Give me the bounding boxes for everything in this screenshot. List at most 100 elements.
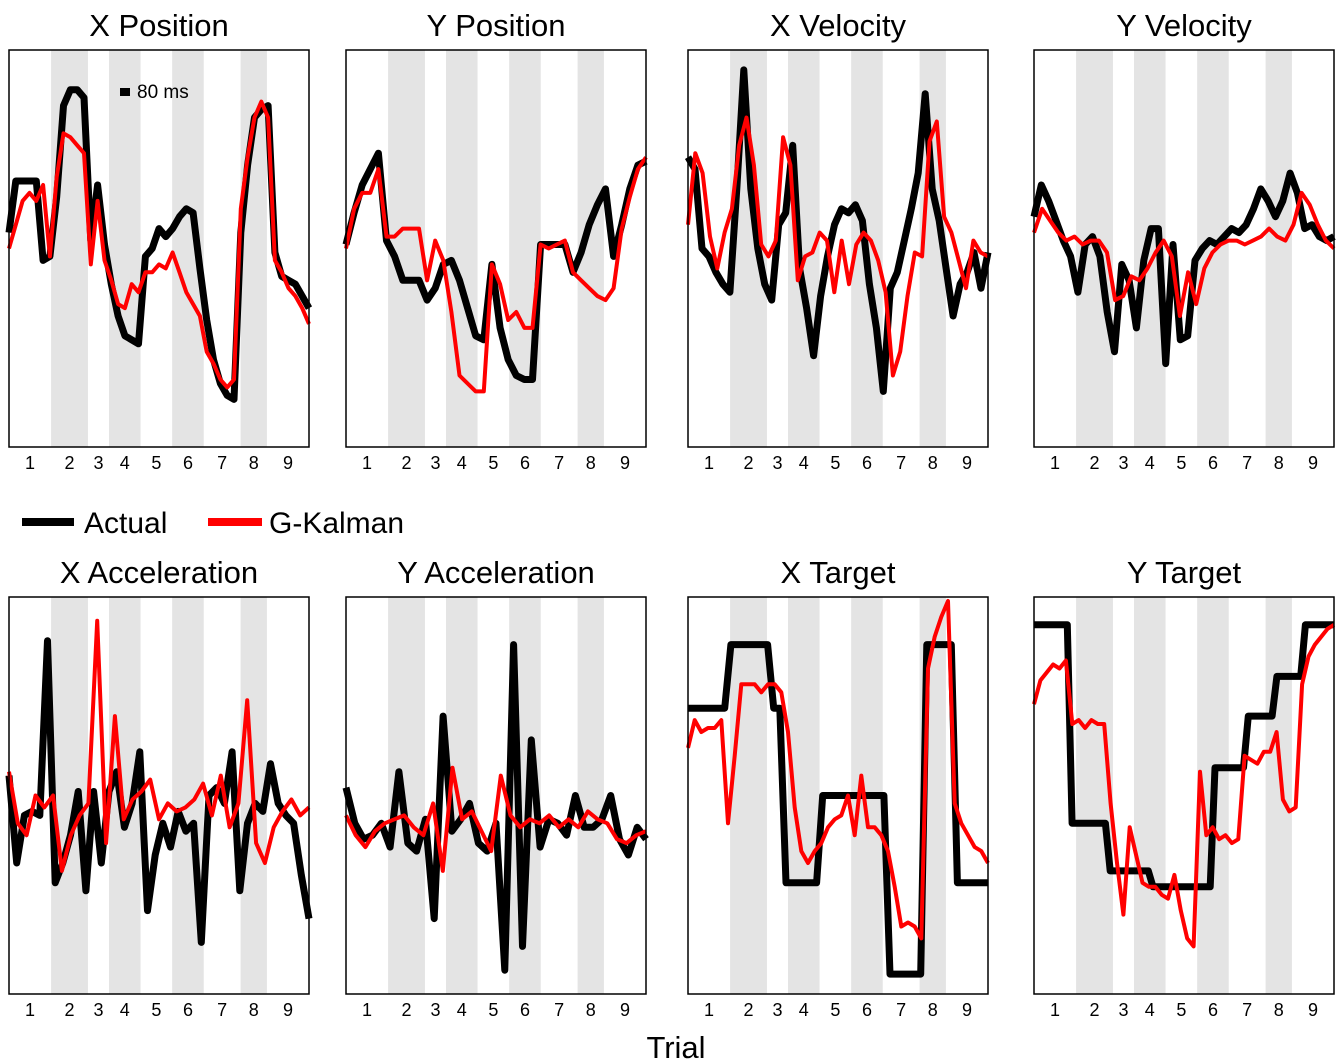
panel-x-position: X Position 1 2 3 4 5 6 7 8 9 <box>5 8 313 473</box>
trial-tick-label: 1 <box>362 453 372 473</box>
trial-tick-label: 5 <box>1176 1000 1186 1020</box>
trial-band <box>1265 597 1292 994</box>
series-line-g-kalman <box>686 599 990 941</box>
trial-band <box>730 597 767 994</box>
trial-tick-label: 7 <box>896 1000 906 1020</box>
panel-title: Y Acceleration <box>397 555 595 590</box>
trial-tick-label: 5 <box>488 1000 498 1020</box>
trial-tick-label: 2 <box>65 1000 75 1020</box>
trial-band <box>109 50 141 447</box>
x-axis-label: Trial <box>646 1030 705 1063</box>
trial-tick-label: 4 <box>457 1000 467 1020</box>
trial-tick-label: 3 <box>430 453 440 473</box>
trial-tick-label: 3 <box>430 1000 440 1020</box>
trial-tick-label: 5 <box>151 453 161 473</box>
trial-tick-label: 9 <box>283 1000 293 1020</box>
trial-tick-label: 1 <box>1050 453 1060 473</box>
series-line-g-kalman <box>1032 623 1336 949</box>
trial-tick-label: 8 <box>586 1000 596 1020</box>
panel-frame <box>1033 596 1335 995</box>
trial-tick-label: 2 <box>402 453 412 473</box>
trial-tick-label: 2 <box>65 453 75 473</box>
trial-tick-label: 5 <box>830 453 840 473</box>
trial-tick-label: 1 <box>1050 1000 1060 1020</box>
series-line-actual <box>1030 169 1336 368</box>
trial-tick-label: 1 <box>362 1000 372 1020</box>
trial-tick-label: 1 <box>704 453 714 473</box>
trial-tick-label: 6 <box>1208 453 1218 473</box>
panel-x-acceleration: X Acceleration 1 2 3 4 5 6 7 8 9 <box>5 555 313 1020</box>
panel-frame <box>8 596 310 995</box>
trial-tick-label: 9 <box>620 1000 630 1020</box>
trial-tick-label: 8 <box>928 453 938 473</box>
trial-tick-label: 3 <box>1118 1000 1128 1020</box>
trial-tick-label: 5 <box>1176 453 1186 473</box>
trial-tick-label: 8 <box>249 453 259 473</box>
panel-frame <box>687 596 989 995</box>
series-line-actual <box>5 637 313 946</box>
trial-tick-label: 4 <box>1145 453 1155 473</box>
trial-tick-label: 5 <box>830 1000 840 1020</box>
trial-tick-label: 6 <box>862 1000 872 1020</box>
trial-tick-label: 8 <box>249 1000 259 1020</box>
trial-tick-label: 7 <box>1242 1000 1252 1020</box>
panel-frame <box>345 49 647 448</box>
panel-y-acceleration: Y Acceleration 1 2 3 4 5 6 7 8 9 <box>342 555 649 1020</box>
panel-x-velocity: X Velocity 1 2 3 4 5 6 7 8 9 <box>684 8 992 473</box>
series-line-g-kalman <box>7 618 311 873</box>
trial-tick-label: 1 <box>25 453 35 473</box>
trial-tick-label: 9 <box>962 1000 972 1020</box>
trial-tick-label: 9 <box>1308 453 1318 473</box>
scale-bar: 80 ms <box>120 82 189 103</box>
scale-bar-label: 80 ms <box>137 82 189 103</box>
series-line-g-kalman <box>7 99 311 390</box>
panel-title: X Velocity <box>770 8 907 43</box>
panel-y-position: Y Position 1 2 3 4 5 6 7 8 9 <box>342 8 648 473</box>
trial-tick-label: 7 <box>554 453 564 473</box>
series-line-g-kalman <box>344 156 648 394</box>
trial-tick-label: 9 <box>1308 1000 1318 1020</box>
trial-tick-label: 6 <box>1208 1000 1218 1020</box>
series-line-actual <box>688 641 988 978</box>
series-line-g-kalman <box>344 765 647 873</box>
trial-tick-label: 6 <box>520 1000 530 1020</box>
trial-tick-label: 7 <box>1242 453 1252 473</box>
trial-band <box>446 50 478 447</box>
trial-band <box>577 597 604 994</box>
trial-tick-label: 4 <box>1145 1000 1155 1020</box>
trial-tick-label: 4 <box>457 453 467 473</box>
panel-title: Y Velocity <box>1116 8 1252 43</box>
trial-band <box>51 597 88 994</box>
panel-y-velocity: Y Velocity 1 2 3 4 5 6 7 8 9 <box>1030 8 1336 473</box>
trial-tick-label: 2 <box>1090 453 1100 473</box>
trial-tick-label: 2 <box>402 1000 412 1020</box>
trial-tick-label: 2 <box>744 1000 754 1020</box>
trial-tick-label: 3 <box>1118 453 1128 473</box>
series-line-actual <box>1034 621 1334 891</box>
trial-tick-label: 7 <box>217 1000 227 1020</box>
trial-tick-label: 7 <box>217 453 227 473</box>
trial-tick-label: 6 <box>183 1000 193 1020</box>
scale-bar-mark <box>120 88 130 96</box>
trial-tick-label: 8 <box>928 1000 938 1020</box>
trial-tick-label: 4 <box>120 1000 130 1020</box>
legend-label-actual: Actual <box>84 507 167 540</box>
trial-tick-label: 3 <box>93 1000 103 1020</box>
panel-x-target: X Target 1 2 3 4 5 6 7 8 9 <box>686 555 990 1020</box>
trial-tick-label: 4 <box>799 453 809 473</box>
panel-title: X Acceleration <box>60 555 258 590</box>
trial-tick-label: 5 <box>151 1000 161 1020</box>
panel-frame <box>1033 49 1335 448</box>
trial-tick-label: 4 <box>799 1000 809 1020</box>
trial-tick-label: 5 <box>488 453 498 473</box>
trial-tick-label: 4 <box>120 453 130 473</box>
trial-tick-label: 8 <box>586 453 596 473</box>
trial-tick-label: 7 <box>554 1000 564 1020</box>
trial-tick-label: 2 <box>744 453 754 473</box>
trial-band <box>1265 50 1292 447</box>
panel-title: X Position <box>89 8 229 43</box>
trial-tick-label: 8 <box>1274 453 1284 473</box>
trial-tick-label: 6 <box>183 453 193 473</box>
trial-tick-label: 1 <box>25 1000 35 1020</box>
